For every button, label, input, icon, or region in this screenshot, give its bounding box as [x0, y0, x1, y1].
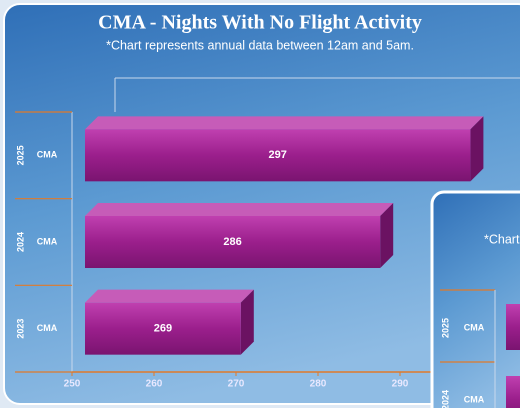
second-panel — [432, 192, 520, 408]
x-tick-label: 260 — [146, 379, 163, 390]
category-label: 2023 — [15, 319, 25, 339]
x-tick-label: 290 — [392, 379, 409, 390]
bar-top — [85, 290, 254, 303]
group-label: CMA — [464, 322, 485, 332]
value-label: 286 — [223, 236, 241, 248]
chart-subtitle: *Chart represents annual data between 12… — [106, 38, 414, 52]
bar-fragment — [506, 376, 520, 408]
value-label: 269 — [154, 323, 172, 335]
group-label: CMA — [37, 236, 58, 246]
bar-top — [85, 203, 393, 216]
x-tick-label: 250 — [64, 379, 81, 390]
category-label: 2025 — [440, 318, 450, 338]
x-tick-label: 280 — [310, 379, 327, 390]
group-label: CMA — [464, 394, 485, 404]
chart-subtitle: *Chart represents annual data between 12… — [484, 232, 520, 246]
value-label: 297 — [269, 149, 287, 161]
group-label: CMA — [37, 150, 58, 160]
chart-title: CMA - Nights With No Flight Activity — [98, 12, 422, 34]
category-label: 2025 — [15, 145, 25, 165]
x-tick-label: 270 — [228, 379, 245, 390]
bar-top — [85, 116, 483, 129]
category-label: 2024 — [440, 390, 450, 408]
page: {"chart_data": [ {"type": "bar", "title"… — [0, 0, 520, 408]
group-label: CMA — [37, 323, 58, 333]
bar-fragment — [506, 304, 520, 350]
chart: CMA - Nights With No Flight Activity *Ch… — [0, 0, 520, 408]
category-label: 2024 — [15, 232, 25, 252]
